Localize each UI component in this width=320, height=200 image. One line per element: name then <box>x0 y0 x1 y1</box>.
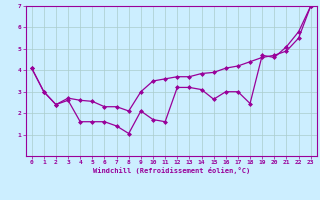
X-axis label: Windchill (Refroidissement éolien,°C): Windchill (Refroidissement éolien,°C) <box>92 167 250 174</box>
